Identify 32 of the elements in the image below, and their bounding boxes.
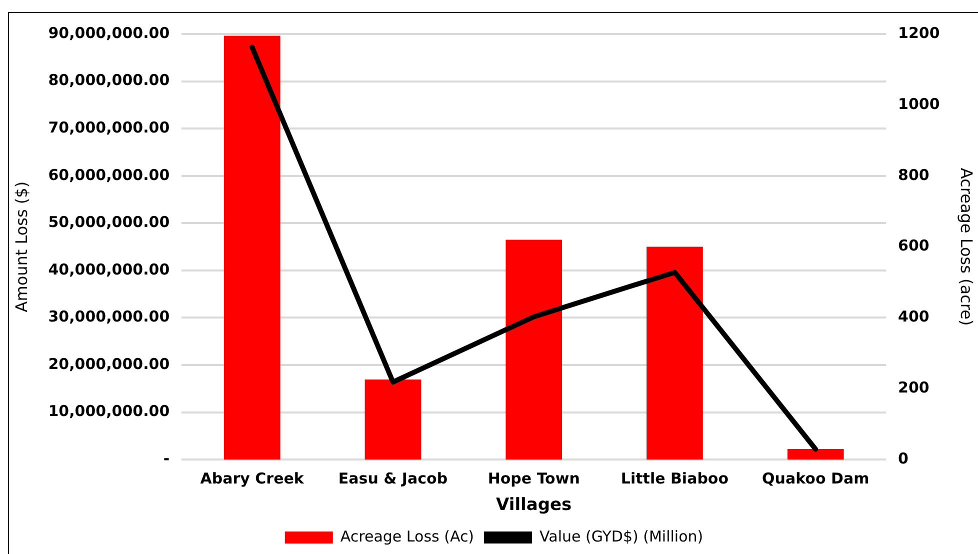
x-tick-label: Hope Town	[488, 469, 580, 488]
y2-axis-title: Acreage Loss (acre)	[957, 168, 976, 326]
x-tick-label: Quakoo Dam	[762, 469, 870, 488]
y-tick-label: 40,000,000.00	[48, 260, 170, 278]
x-tick-label: Easu & Jacob	[338, 469, 448, 488]
y2-tick-label: 600	[898, 236, 930, 255]
bar	[787, 448, 844, 460]
y-tick-label: 10,000,000.00	[48, 402, 170, 420]
legend-label: Value (GYD$) (Million)	[540, 527, 704, 546]
y2-tick-label: 800	[898, 166, 930, 184]
bar	[506, 240, 562, 460]
y-tick-label: 50,000,000.00	[48, 213, 170, 232]
y2-tick-label: 1200	[898, 24, 940, 42]
y2-tick-label: 400	[898, 308, 930, 326]
y-tick-label: 30,000,000.00	[48, 308, 170, 326]
y2-tick-label: 0	[898, 449, 908, 468]
bar	[646, 246, 703, 460]
y-tick-label: 90,000,000.00	[48, 24, 170, 42]
y-tick-label: 80,000,000.00	[48, 71, 170, 90]
y2-tick-label: 1000	[898, 94, 940, 113]
bar	[364, 379, 422, 460]
y-axis-title: Amount Loss ($)	[12, 181, 31, 312]
y-tick-label: 60,000,000.00	[48, 166, 170, 184]
x-tick-label: Little Biaboo	[620, 469, 729, 488]
bar	[224, 36, 280, 460]
y-tick-label: 70,000,000.00	[48, 118, 170, 136]
x-axis-title: Villages	[496, 495, 572, 516]
legend-label: Acreage Loss (Ac)	[340, 527, 474, 546]
y2-tick-label: 200	[898, 378, 930, 397]
x-tick-label: Abary Creek	[200, 469, 305, 488]
y-tick-label: 20,000,000.00	[48, 354, 170, 373]
y-tick-label: -	[163, 449, 170, 468]
